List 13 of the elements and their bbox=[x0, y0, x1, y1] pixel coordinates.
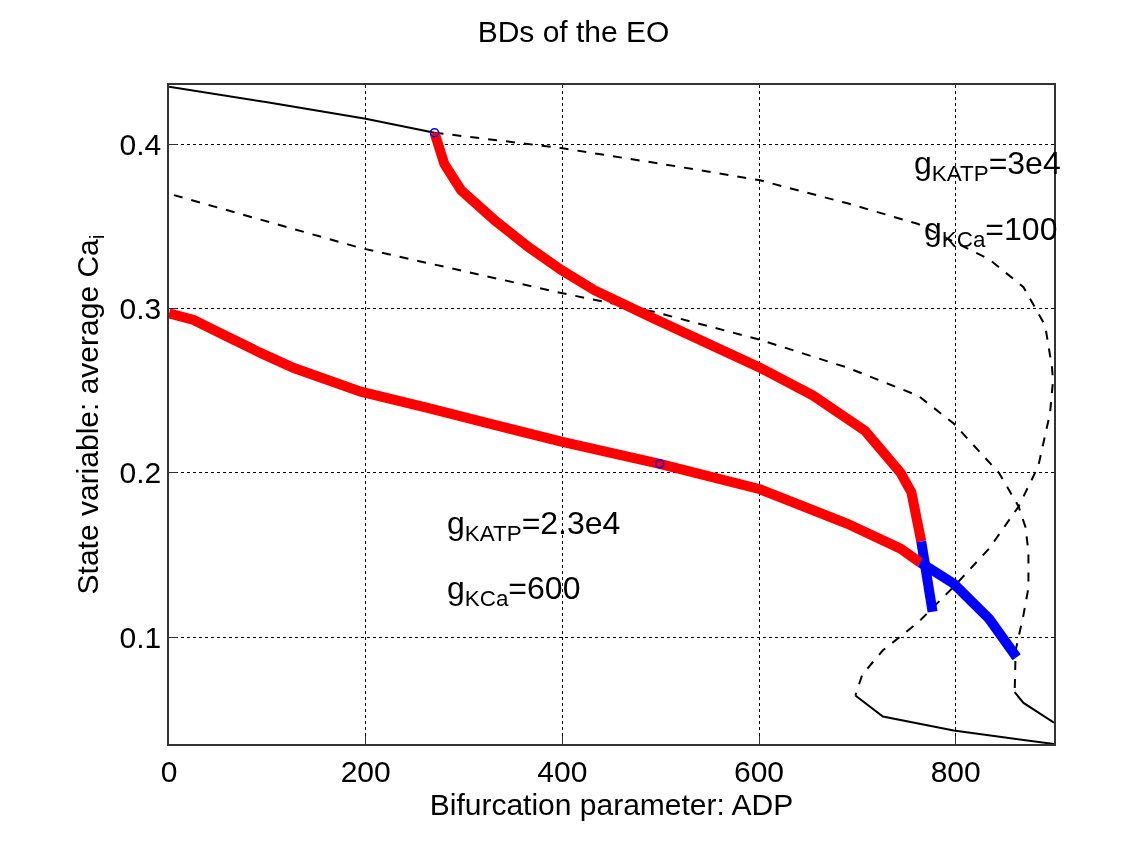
x-tick-label: 400 bbox=[537, 754, 588, 788]
chart-title: BDs of the EO bbox=[477, 15, 670, 49]
annotation: g$_{KATP}$=2.3e4 bbox=[447, 505, 621, 546]
x-tick-label: 200 bbox=[340, 754, 391, 788]
y-tick-label: 0.3 bbox=[119, 292, 162, 325]
x-tick-label: 600 bbox=[733, 754, 785, 788]
y-tick-label: 0.4 bbox=[119, 127, 162, 161]
x-tick-label: 0 bbox=[160, 754, 178, 788]
y-tick-label: 0.2 bbox=[119, 456, 162, 490]
y-tick-label: 0.1 bbox=[119, 620, 162, 654]
annotation: g$_{KCa}$=600 bbox=[447, 570, 581, 611]
x-axis-title: Bifurcation parameter: ADP bbox=[429, 787, 794, 821]
x-tick-label: 800 bbox=[930, 754, 981, 788]
